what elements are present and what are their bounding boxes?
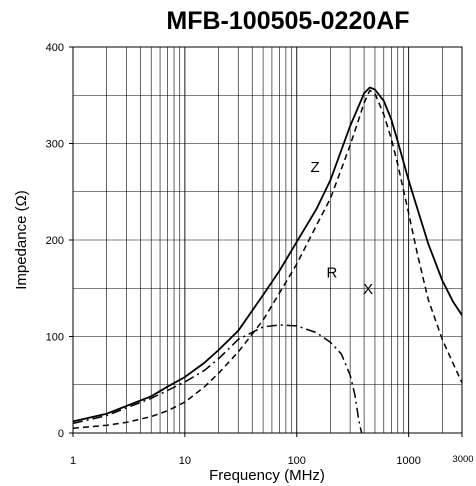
- y-tick-label: 300: [46, 139, 64, 151]
- grid-lines: [73, 47, 462, 433]
- y-tick-label: 400: [46, 42, 64, 54]
- series-line-x: [72, 324, 363, 434]
- x-axis-ticks: 1 10 100 1000 3000: [70, 433, 474, 467]
- series-label-z: Z: [310, 159, 319, 176]
- x-tick-label: 1000: [396, 455, 420, 467]
- x-axis-label: Frequency (MHz): [209, 467, 325, 484]
- series-labels: Z R X: [310, 159, 373, 298]
- y-axis-ticks: 0 100 200 300 400: [46, 42, 73, 440]
- chart-title: MFB-100505-0220AF: [166, 7, 409, 35]
- series-label-x: X: [363, 281, 373, 298]
- y-tick-label: 200: [46, 235, 64, 247]
- x-tick-label: 10: [179, 455, 191, 467]
- x-tick-label: 100: [288, 455, 306, 467]
- y-axis-label: Impedance (Ω): [13, 190, 30, 290]
- series-line-r: [72, 89, 463, 429]
- x-tick-label: 1: [70, 455, 76, 467]
- series-label-r: R: [326, 265, 337, 282]
- series-lines: [72, 86, 463, 434]
- y-tick-label: 0: [58, 428, 64, 440]
- y-tick-label: 100: [46, 332, 64, 344]
- x-tick-label: 3000: [452, 454, 473, 465]
- series-line-z: [72, 86, 463, 423]
